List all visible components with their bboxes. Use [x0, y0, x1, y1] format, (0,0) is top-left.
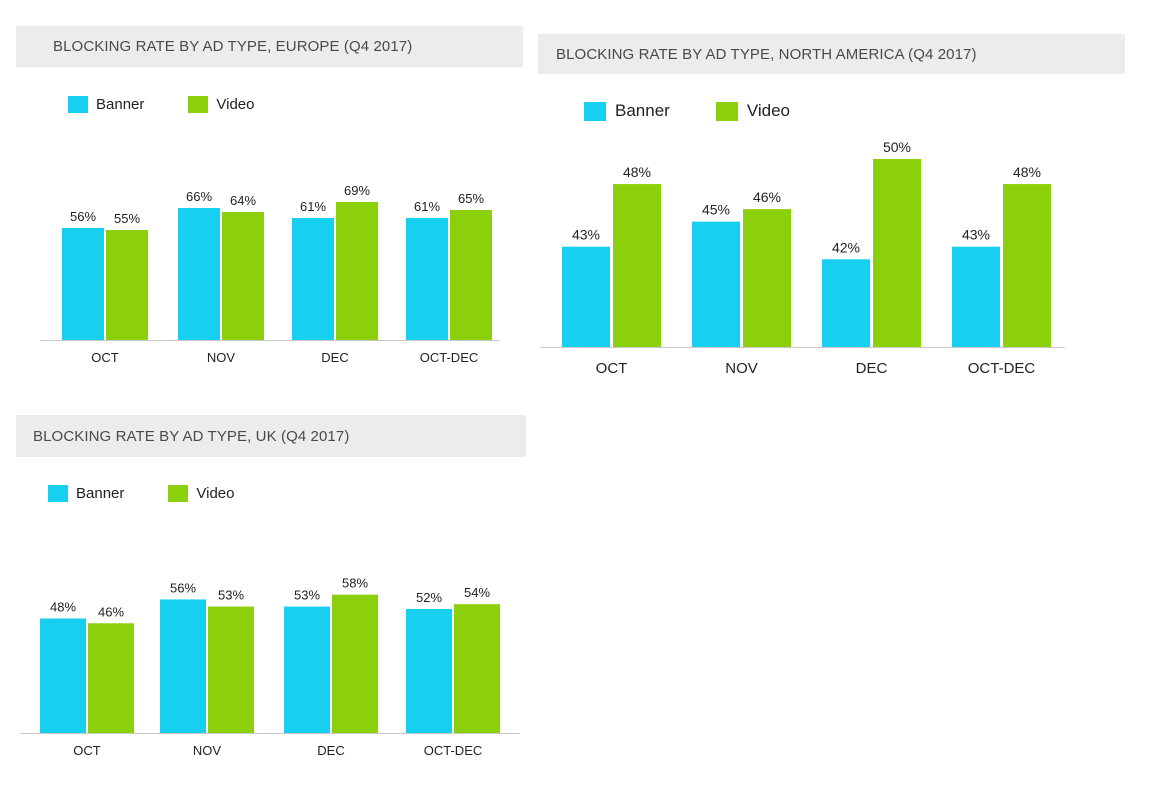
bar-video-dec	[336, 202, 378, 340]
x-tick-label-oct: OCT	[596, 360, 628, 377]
chart-title-europe: BLOCKING RATE BY AD TYPE, EUROPE (Q4 201…	[16, 26, 523, 67]
banner-swatch	[584, 101, 606, 121]
bar-banner-nov	[692, 221, 740, 347]
legend-europe: Banner Video	[68, 96, 254, 113]
x-tick-label-nov: NOV	[725, 360, 758, 377]
x-tick-label-nov: NOV	[207, 350, 236, 365]
x-tick-label-nov: NOV	[193, 743, 222, 758]
bar-video-nov	[743, 209, 791, 347]
data-label-video-oct-dec: 65%	[458, 191, 484, 206]
legend-item-video: Video	[168, 485, 234, 502]
data-label-banner-oct: 48%	[50, 599, 76, 614]
bar-chart-north-america: 43% 48% OCT 45% 46% NOV 42% 50% DEC 43% 48% OCT-DEC	[540, 139, 1065, 377]
banner-swatch	[68, 96, 88, 113]
bar-banner-oct	[62, 228, 104, 340]
x-tick-label-oct-dec: OCT-DEC	[968, 360, 1036, 377]
banner-swatch	[48, 485, 68, 502]
chart-title-uk: BLOCKING RATE BY AD TYPE, UK (Q4 2017)	[16, 415, 526, 457]
legend-label-video: Video	[196, 485, 235, 502]
data-label-banner-dec: 53%	[294, 588, 320, 603]
data-label-video-dec: 50%	[883, 139, 911, 155]
bar-banner-oct-dec	[952, 246, 1000, 347]
data-label-banner-nov: 66%	[186, 189, 212, 204]
data-label-banner-dec: 61%	[300, 199, 326, 214]
x-tick-label-oct: OCT	[91, 350, 119, 365]
legend-uk: Banner Video	[48, 485, 234, 502]
bar-video-oct	[88, 623, 134, 733]
data-label-banner-oct: 43%	[572, 227, 600, 243]
legend-item-banner: Banner	[48, 485, 124, 502]
bar-chart-uk: 48% 46% OCT 56% 53% NOV 53% 58% DEC 52% 54% OCT-DEC	[20, 576, 520, 758]
x-tick-label-oct-dec: OCT-DEC	[420, 350, 479, 365]
bar-banner-oct-dec	[406, 608, 452, 733]
bar-video-dec	[873, 159, 921, 347]
data-label-banner-oct-dec: 61%	[414, 199, 440, 214]
bar-banner-nov	[178, 208, 220, 340]
data-label-video-oct: 46%	[98, 604, 124, 619]
data-label-video-oct: 55%	[114, 211, 140, 226]
x-tick-label-oct: OCT	[73, 743, 101, 758]
data-label-video-oct: 48%	[623, 164, 651, 180]
bar-banner-dec	[292, 218, 334, 340]
legend-label-banner: Banner	[96, 96, 145, 113]
bar-banner-dec	[284, 606, 330, 733]
legend-label-video: Video	[746, 101, 791, 120]
bar-video-oct	[106, 230, 148, 340]
x-tick-label-dec: DEC	[321, 350, 348, 365]
legend-label-banner: Banner	[615, 101, 670, 120]
video-swatch	[168, 485, 189, 502]
x-tick-label-dec: DEC	[317, 743, 344, 758]
legend-label-video: Video	[216, 96, 255, 113]
data-label-banner-oct: 56%	[70, 209, 96, 224]
video-swatch	[188, 96, 209, 113]
bar-banner-dec	[822, 259, 870, 347]
data-label-banner-oct-dec: 52%	[416, 590, 442, 605]
data-label-banner-nov: 45%	[702, 202, 730, 218]
bar-banner-oct-dec	[406, 218, 448, 340]
data-label-banner-oct-dec: 43%	[962, 227, 990, 243]
x-tick-label-dec: DEC	[856, 360, 888, 377]
bar-video-nov	[208, 606, 254, 733]
data-label-video-nov: 46%	[753, 189, 781, 205]
bar-video-oct	[613, 184, 661, 347]
x-tick-label-oct-dec: OCT-DEC	[424, 743, 483, 758]
legend-label-banner: Banner	[76, 485, 125, 502]
bar-video-oct-dec	[450, 210, 492, 340]
legend-north-america: Banner Video	[584, 101, 790, 121]
data-label-video-oct-dec: 48%	[1013, 164, 1041, 180]
legend-item-banner: Banner	[68, 96, 144, 113]
data-label-banner-nov: 56%	[170, 580, 196, 595]
data-label-banner-dec: 42%	[832, 239, 860, 255]
legend-item-banner: Banner	[584, 101, 670, 121]
bar-video-nov	[222, 212, 264, 340]
bar-video-oct-dec	[1003, 184, 1051, 347]
legend-item-video: Video	[188, 96, 254, 113]
data-label-video-nov: 64%	[230, 193, 256, 208]
data-label-video-dec: 58%	[342, 576, 368, 591]
bar-banner-oct	[562, 246, 610, 347]
legend-item-video: Video	[715, 101, 791, 121]
bar-banner-oct	[40, 618, 86, 733]
bar-banner-nov	[160, 599, 206, 733]
bar-chart-europe: 56% 55% OCT 66% 64% NOV 61% 69% DEC 61% 65% OCT-DEC	[40, 183, 500, 365]
bar-video-oct-dec	[454, 604, 500, 733]
bar-video-dec	[332, 594, 378, 733]
data-label-video-oct-dec: 54%	[464, 585, 490, 600]
chart-title-north-america: BLOCKING RATE BY AD TYPE, NORTH AMERICA …	[538, 34, 1125, 74]
video-swatch	[715, 101, 738, 121]
data-label-video-dec: 69%	[344, 183, 370, 198]
data-label-video-nov: 53%	[218, 588, 244, 603]
